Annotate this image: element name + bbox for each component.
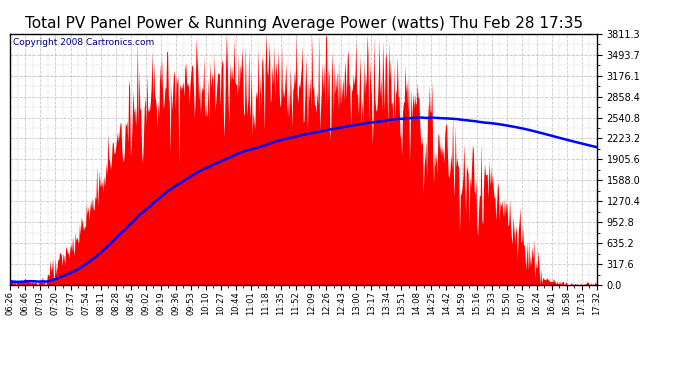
Title: Total PV Panel Power & Running Average Power (watts) Thu Feb 28 17:35: Total PV Panel Power & Running Average P… bbox=[25, 16, 582, 31]
Text: Copyright 2008 Cartronics.com: Copyright 2008 Cartronics.com bbox=[13, 38, 155, 46]
